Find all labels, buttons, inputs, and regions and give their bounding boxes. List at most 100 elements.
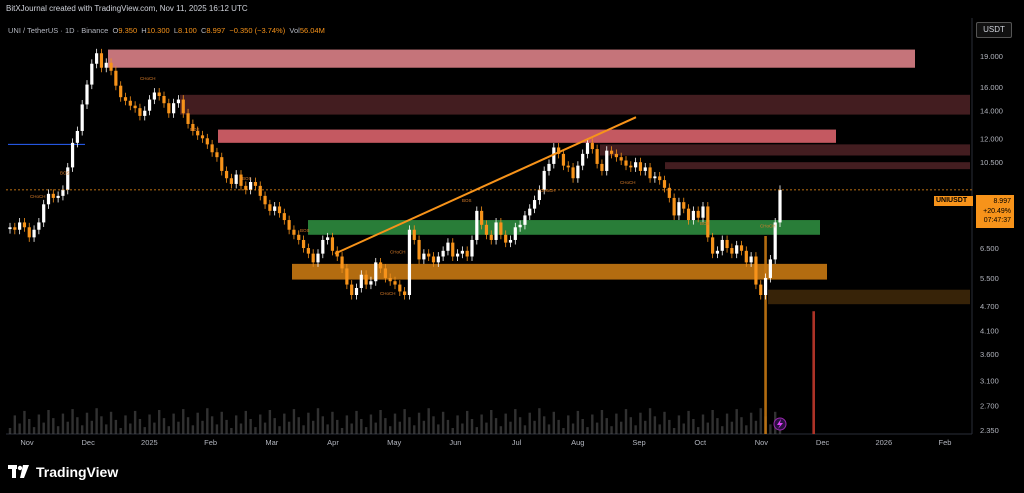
volume-bar — [182, 409, 185, 434]
volume-bar — [340, 428, 344, 434]
volume-bar — [90, 420, 94, 434]
volume-bar — [148, 414, 151, 434]
volume-bar — [239, 423, 243, 434]
logo-text: TradingView — [36, 464, 119, 480]
candle-body — [735, 245, 739, 254]
structure-annotation: BOS — [300, 228, 310, 233]
volume-bar — [490, 410, 493, 434]
volume-bar — [234, 415, 238, 434]
low-value: 8.100 — [178, 26, 197, 35]
volume-bar — [470, 419, 474, 434]
volume-bar — [42, 422, 45, 434]
candle-body — [224, 170, 229, 179]
volume-bar — [648, 408, 652, 434]
lightning-bolt-icon — [777, 419, 783, 429]
volume-bar — [422, 420, 426, 434]
candle-body — [229, 178, 233, 184]
candle-body — [470, 239, 474, 257]
volume-bar — [360, 419, 363, 434]
volume-value: 56.04M — [299, 26, 325, 35]
volume-bar — [292, 409, 296, 434]
candle-body — [465, 250, 469, 257]
volume-bar — [552, 411, 556, 434]
volume-bar — [711, 410, 714, 434]
volume-bar — [345, 415, 349, 434]
volume-bar — [162, 418, 166, 434]
y-tick-label: 3.100 — [980, 377, 999, 386]
volume-bar — [509, 421, 512, 434]
volume-bar — [639, 412, 642, 434]
candle-body — [658, 176, 662, 181]
candle-body — [186, 113, 190, 124]
volume-bar — [672, 428, 676, 434]
volume-bar — [355, 410, 358, 434]
volume-bar — [8, 428, 12, 434]
candle-body — [152, 92, 156, 100]
volume-bar — [451, 428, 454, 434]
x-tick-label: Oct — [694, 438, 707, 447]
structure-annotation: BOS — [190, 127, 200, 132]
volume-bar — [557, 419, 560, 434]
volume-bar — [759, 408, 762, 434]
volume-bar — [76, 417, 79, 434]
tradingview-logo[interactable]: TradingView — [8, 464, 118, 480]
candle-body — [614, 153, 618, 158]
x-tick-label: 2026 — [875, 438, 892, 447]
candle-body — [600, 163, 604, 171]
x-tick-label: Feb — [204, 438, 217, 447]
candle-body — [513, 227, 517, 240]
volume-bar — [18, 423, 21, 434]
volume-bar — [571, 423, 575, 434]
candle-body — [403, 291, 407, 296]
candle-body — [191, 123, 195, 131]
structure-annotation: BOS — [60, 171, 70, 176]
volume-bar — [706, 422, 710, 434]
candle-body — [585, 142, 590, 154]
volume-bar — [244, 410, 248, 434]
volume-bar — [210, 416, 214, 434]
y-tick-label: 14.000 — [980, 107, 1003, 116]
volume-bar — [542, 416, 546, 434]
structure-annotation: BOS — [700, 221, 710, 226]
chart-header-title: BitXJournal created with TradingView.com… — [6, 4, 248, 13]
volume-bar — [321, 416, 325, 434]
symbol-info-line: UNI / TetherUS · 1D · Binance O9.350 H10… — [8, 26, 325, 35]
candle-body — [715, 250, 720, 254]
candle-body — [196, 130, 200, 136]
symbol-name[interactable]: UNI / TetherUS · 1D · Binance — [8, 26, 109, 35]
volume-bar — [769, 424, 772, 434]
close-value: 8.997 — [206, 26, 226, 35]
volume-bar — [186, 417, 190, 434]
zone-lower-brown — [768, 289, 970, 305]
volume-bar — [615, 413, 618, 434]
volume-bar — [461, 423, 464, 434]
candle-body — [653, 176, 657, 179]
x-tick-label: Aug — [571, 438, 584, 447]
volume-bar — [259, 414, 262, 434]
volume-bar — [388, 426, 392, 434]
volume-bar — [287, 421, 291, 434]
candle-body — [200, 135, 205, 139]
structure-annotation: CHoCH — [380, 291, 396, 296]
x-tick-label: Sep — [632, 438, 645, 447]
candle-body — [561, 153, 566, 166]
candle-body — [629, 165, 633, 168]
volume-bar — [619, 421, 623, 434]
volume-bar — [61, 413, 65, 434]
candle-body — [46, 193, 51, 205]
last-price-change: +20.49% — [983, 207, 1011, 215]
volume-bar — [105, 424, 108, 434]
volume-spike-bar — [764, 236, 767, 434]
candle-body — [330, 237, 335, 251]
candle-body — [301, 239, 306, 249]
volume-bar — [225, 419, 228, 434]
volume-bar — [663, 411, 666, 434]
volume-bar — [379, 410, 382, 434]
candle-body — [455, 253, 460, 257]
volume-bar — [696, 427, 700, 434]
candle-body — [436, 256, 440, 263]
candle-body — [292, 229, 296, 235]
volume-bar — [398, 421, 402, 434]
currency-selector[interactable]: USDT — [976, 22, 1012, 38]
